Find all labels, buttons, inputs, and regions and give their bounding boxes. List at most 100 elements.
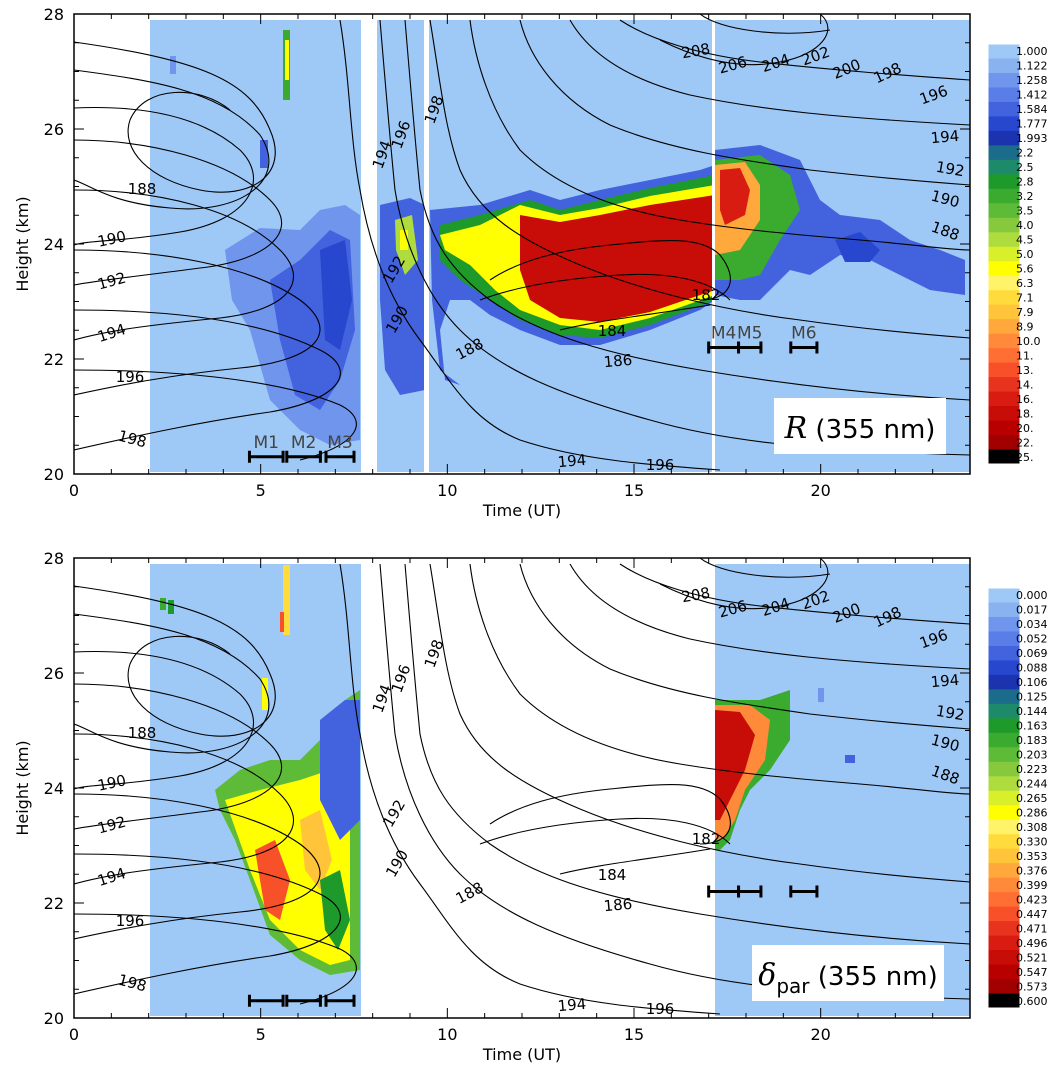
y-tick-label: 20 — [44, 1009, 64, 1028]
colorbar-label: 1.258 — [1016, 74, 1048, 87]
colorbar-label: 10.0 — [1016, 335, 1041, 348]
tag-suffix: (355 nm) — [807, 415, 935, 445]
colorbar-label: 0.052 — [1016, 633, 1048, 646]
colorbar-label: 0.223 — [1016, 763, 1048, 776]
contour-value: 184 — [598, 866, 627, 884]
colorbar-swatch — [988, 631, 1020, 647]
panel-tag: R (355 nm) — [774, 398, 946, 454]
colorbar-label: 14. — [1016, 378, 1034, 391]
contour-value: 194 — [930, 127, 960, 147]
contour-value: 196 — [116, 912, 145, 930]
tag-symbol: R — [784, 411, 808, 446]
colorbar-swatch — [988, 290, 1020, 306]
y-tick-label: 24 — [44, 779, 64, 798]
colorbar-label: 4.5 — [1016, 234, 1034, 247]
contour-label: 198 — [116, 971, 148, 996]
x-axis-label: Time (UT) — [482, 1045, 561, 1064]
colorbar-swatch — [988, 44, 1020, 59]
colorbar-swatch — [988, 145, 1020, 161]
y-tick-label: 22 — [44, 894, 64, 913]
colorbar-swatch — [988, 790, 1020, 806]
contour-label: 182 — [692, 286, 721, 304]
contour-value: 190 — [96, 227, 128, 251]
contour-label: 194 — [930, 127, 960, 147]
colorbar-swatch — [988, 246, 1020, 262]
measurement-label: M2 — [291, 433, 316, 453]
colorbar-label: 0.017 — [1016, 604, 1048, 617]
x-tick-label: 10 — [437, 481, 457, 500]
colorbar-label: 22. — [1016, 436, 1034, 449]
measurement-segment: M2 — [285, 433, 322, 463]
colorbar-label: 0.600 — [1016, 995, 1048, 1008]
colorbar-label: 5.0 — [1016, 248, 1034, 261]
x-tick-label: 0 — [69, 481, 79, 500]
colorbar-swatch — [988, 602, 1020, 618]
measurement-segment: M5 — [737, 324, 762, 354]
colorbar-swatch — [988, 188, 1020, 204]
colorbar-label: 0.144 — [1016, 705, 1048, 718]
colorbar-swatch — [988, 203, 1020, 219]
colorbar-label: 1.122 — [1016, 60, 1048, 73]
colorbar-label: 0.183 — [1016, 734, 1048, 747]
colorbar-swatch — [988, 979, 1020, 995]
y-tick-label: 28 — [44, 5, 64, 24]
colorbar-swatch — [988, 747, 1020, 763]
colorbar-label: 0.496 — [1016, 937, 1048, 950]
colorbar-swatch — [988, 232, 1020, 248]
colorbar-label: 2.8 — [1016, 176, 1034, 189]
colorbar-swatch — [988, 863, 1020, 879]
contour-label: 194 — [557, 995, 587, 1015]
colorbar-swatch — [988, 174, 1020, 190]
x-tick-label: 15 — [624, 1025, 644, 1044]
colorbar-swatch — [988, 718, 1020, 734]
colorbar-swatch — [988, 391, 1020, 407]
contour-label: 184 — [598, 322, 627, 340]
colorbar-label: 18. — [1016, 407, 1034, 420]
contour-label: 192 — [96, 269, 128, 294]
contour-label: 184 — [598, 866, 627, 884]
contour-value: 186 — [603, 895, 633, 915]
contour-value: 194 — [95, 864, 128, 890]
colorbar-swatch — [988, 377, 1020, 393]
contour-value: 190 — [96, 771, 128, 795]
colorbar-label: 0.069 — [1016, 647, 1048, 660]
measurement-label: M5 — [737, 324, 762, 344]
x-tick-label: 15 — [624, 481, 644, 500]
colorbar-label: 11. — [1016, 349, 1034, 362]
colorbar-swatch — [988, 217, 1020, 233]
y-axis-label: Height (km) — [13, 740, 32, 835]
measurement-segment: M3 — [324, 433, 356, 463]
contour-value: 192 — [935, 158, 966, 181]
y-axis-label: Height (km) — [13, 196, 32, 291]
y-axis: 20 22 24 26 28 Height (km) — [13, 549, 970, 1028]
measurement-segment — [789, 885, 819, 898]
colorbar-label: 0.034 — [1016, 618, 1048, 631]
colorbar-swatch — [988, 616, 1020, 632]
colorbar-label: 0.521 — [1016, 951, 1048, 964]
colorbar-label: 2.5 — [1016, 161, 1034, 174]
contour-label: 194 — [930, 671, 960, 691]
contour-label: 188 — [128, 724, 157, 742]
colorbar-swatch — [988, 689, 1020, 705]
contour-value: 192 — [96, 269, 128, 294]
colorbar-swatch — [988, 275, 1020, 291]
colorbar-swatch — [988, 950, 1020, 966]
x-tick-label: 20 — [810, 481, 830, 500]
colorbar-label: 1.993 — [1016, 132, 1048, 145]
colorbar-swatch — [988, 892, 1020, 908]
contour-label: 196 — [116, 368, 145, 386]
measurement-segment: M6 — [789, 324, 819, 354]
colorbar-swatch — [988, 964, 1020, 980]
colorbar-label: 16. — [1016, 393, 1034, 406]
colorbar-label: 0.244 — [1016, 778, 1048, 791]
colorbar-label: 0.423 — [1016, 893, 1048, 906]
measurement-segments — [247, 885, 819, 1007]
x-tick-label: 20 — [810, 1025, 830, 1044]
colorbar-swatch — [988, 877, 1020, 893]
y-axis: 20 22 24 26 28 Height (km) — [13, 5, 970, 484]
